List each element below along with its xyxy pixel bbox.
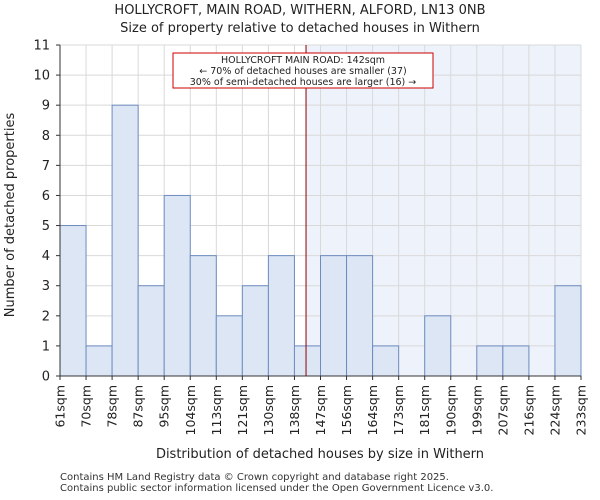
histogram-bar	[137, 285, 165, 377]
annotation-border	[172, 52, 434, 89]
x-tick-label: 130sqm	[261, 385, 276, 435]
chart-subtitle: Size of property relative to detached ho…	[120, 21, 480, 36]
x-axis-label: Distribution of detached houses by size …	[156, 447, 484, 462]
histogram-bar	[163, 194, 191, 377]
x-tick-label: 164sqm	[365, 385, 380, 435]
y-axis-label: Number of detached properties	[3, 113, 18, 318]
x-tick-label: 95sqm	[157, 385, 172, 428]
histogram-bar	[241, 285, 269, 377]
chart-title-block: HOLLYCROFT, MAIN ROAD, WITHERN, ALFORD, …	[0, 2, 600, 38]
histogram-bar	[267, 255, 295, 377]
x-tick-label: 233sqm	[574, 385, 589, 435]
histogram-bar	[502, 345, 530, 377]
footer: Contains HM Land Registry data © Crown c…	[60, 472, 493, 494]
annotation-line-2: ← 70% of detached houses are smaller (37…	[199, 66, 406, 77]
histogram-bar	[111, 104, 139, 377]
x-tick-label: 147sqm	[313, 385, 328, 435]
footer-line-2: Contains public sector information licen…	[60, 483, 494, 494]
x-tick-label: 70sqm	[79, 385, 94, 428]
x-tick-label: 216sqm	[521, 385, 536, 435]
histogram-bar	[424, 315, 452, 377]
histogram-bar	[215, 315, 243, 377]
y-tick-label: 8	[42, 129, 50, 144]
footer-line-1: Contains HM Land Registry data © Crown c…	[60, 472, 449, 483]
x-tick-label: 138sqm	[287, 385, 302, 435]
x-tick-label: 207sqm	[495, 385, 510, 435]
y-tick-label: 5	[42, 219, 50, 234]
annotation-line-3: 30% of semi-detached houses are larger (…	[190, 77, 417, 88]
y-tick-label: 6	[42, 189, 50, 204]
y-tick-label: 2	[42, 309, 50, 324]
histogram-bar	[85, 345, 113, 377]
histogram-bar	[59, 225, 87, 377]
chart-title: HOLLYCROFT, MAIN ROAD, WITHERN, ALFORD, …	[114, 3, 486, 18]
x-tick-label: 181sqm	[417, 385, 432, 435]
x-tick-label: 190sqm	[443, 385, 458, 435]
annotation-box: HOLLYCROFT MAIN ROAD: 142sqm ← 70% of de…	[172, 52, 434, 89]
y-tick-label: 4	[42, 249, 50, 264]
histogram-bar	[189, 255, 217, 377]
y-tick-label: 1	[42, 339, 50, 354]
y-tick-label: 10	[33, 69, 50, 84]
y-tick-label: 0	[42, 370, 50, 385]
y-tick-label: 7	[42, 159, 50, 174]
histogram-bar	[554, 285, 582, 377]
histogram-bar	[346, 255, 374, 377]
x-tick-label: 104sqm	[183, 385, 198, 435]
x-tick-label: 173sqm	[391, 385, 406, 435]
x-tick-label: 87sqm	[131, 385, 146, 428]
histogram-bar	[293, 345, 322, 377]
x-tick-label: 113sqm	[209, 385, 224, 435]
y-tick-label: 11	[33, 39, 50, 54]
x-tick-label: 199sqm	[469, 385, 484, 435]
histogram-bar	[476, 345, 504, 377]
x-tick-label: 224sqm	[547, 385, 562, 435]
x-tick-label: 78sqm	[105, 385, 120, 428]
y-tick-label: 3	[42, 279, 50, 294]
histogram-bar	[372, 345, 400, 377]
x-tick-label: 121sqm	[235, 385, 250, 435]
x-tick-label: 156sqm	[339, 385, 354, 435]
histogram-bar	[320, 255, 348, 377]
annotation-line-1: HOLLYCROFT MAIN ROAD: 142sqm	[221, 55, 385, 66]
x-tick-label: 61sqm	[53, 385, 68, 428]
y-tick-label: 9	[42, 99, 50, 114]
